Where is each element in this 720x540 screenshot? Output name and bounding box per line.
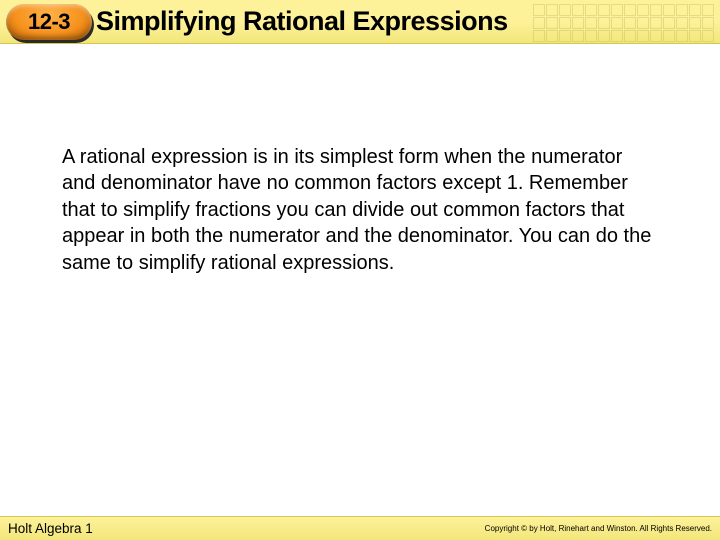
body-paragraph: A rational expression is in its simplest… (62, 144, 652, 276)
slide-header: 12-3 Simplifying Rational Expressions (0, 0, 720, 44)
slide-footer: Holt Algebra 1 Copyright © by Holt, Rine… (0, 516, 720, 540)
slide-title: Simplifying Rational Expressions (96, 6, 508, 37)
section-badge: 12-3 (6, 4, 92, 40)
footer-book-title: Holt Algebra 1 (8, 521, 93, 536)
footer-copyright-text: Copyright © by Holt, Rinehart and Winsto… (485, 524, 712, 533)
section-number: 12-3 (28, 9, 70, 35)
header-grid-decoration (533, 4, 714, 42)
section-badge-main: 12-3 (6, 4, 92, 40)
footer-copyright: Copyright © by Holt, Rinehart and Winsto… (485, 524, 712, 533)
